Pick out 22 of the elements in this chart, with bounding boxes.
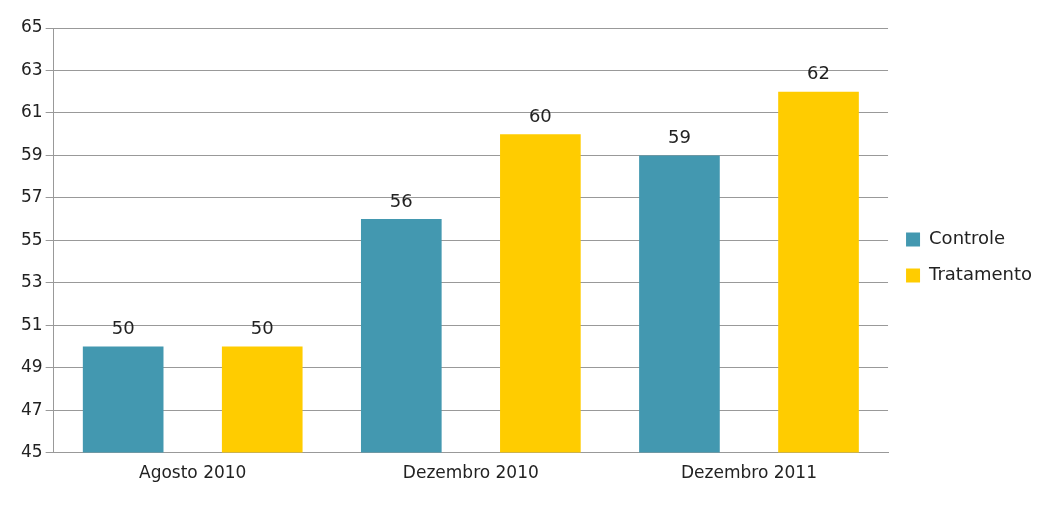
data-label: 50 — [250, 317, 274, 339]
y-tick-label: 57 — [20, 186, 43, 207]
legend-label: Tratamento — [928, 263, 1033, 285]
x-tick-label: Dezembro 2011 — [680, 462, 817, 483]
y-tick-label: 49 — [20, 356, 43, 377]
y-tick-label: 53 — [20, 271, 43, 292]
x-tick-label: Dezembro 2010 — [402, 462, 539, 483]
data-label: 50 — [111, 317, 135, 339]
data-label: 62 — [807, 62, 830, 84]
data-label: 60 — [528, 104, 552, 126]
legend-label: Controle — [929, 227, 1006, 249]
data-label: 56 — [389, 189, 413, 211]
y-tick-label: 63 — [20, 58, 43, 79]
y-tick-label: 65 — [20, 16, 43, 37]
y-tick-label: 51 — [20, 313, 43, 334]
y-tick-label: 45 — [20, 441, 43, 462]
data-label: 59 — [667, 126, 691, 148]
y-tick-label: 61 — [20, 101, 43, 122]
y-tick-label: 59 — [20, 143, 43, 164]
x-tick-label: Agosto 2010 — [138, 462, 247, 483]
y-tick-label: 47 — [20, 398, 43, 419]
y-tick-label: 55 — [20, 228, 43, 249]
